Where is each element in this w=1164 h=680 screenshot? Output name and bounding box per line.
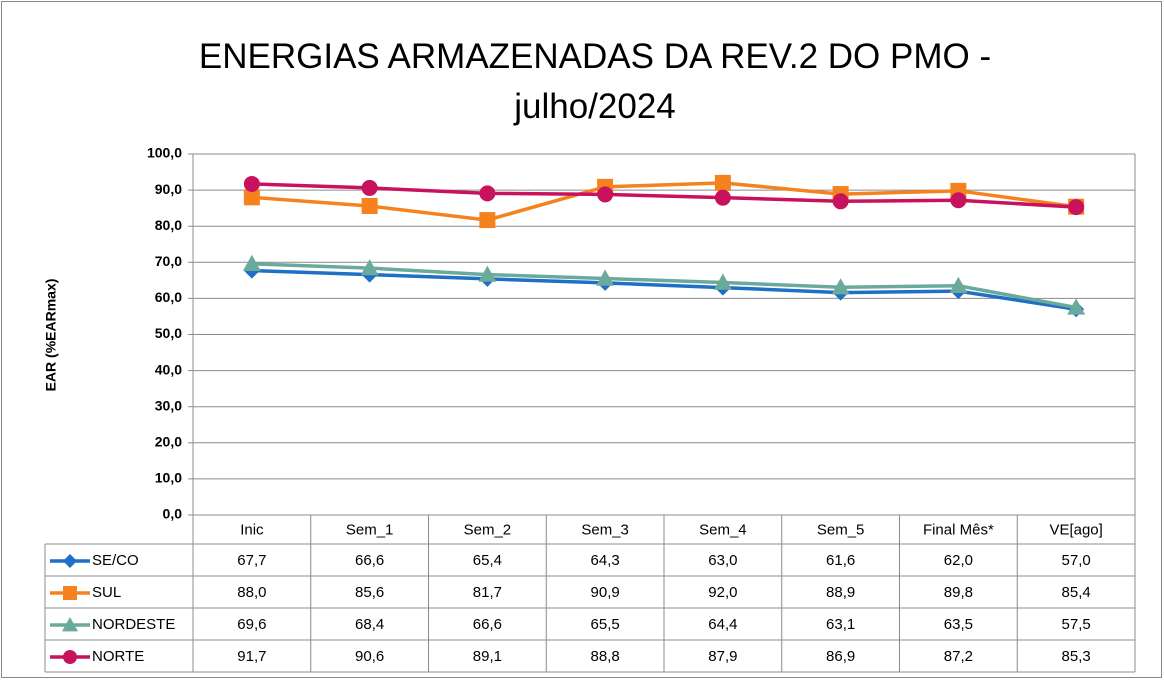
point [1068,199,1085,216]
point [596,269,615,286]
table-value: 67,7 [237,552,266,569]
point [479,212,496,229]
table-value: 87,2 [944,648,973,665]
point [243,175,260,192]
y-tick-label: 100,0 [147,145,182,161]
y-tick-label: 20,0 [155,434,182,450]
point [831,278,850,295]
table-value: 64,3 [591,552,620,569]
legend-label: SE/CO [92,552,139,569]
y-tick-label: 30,0 [155,397,182,413]
series-line [251,261,1077,310]
y-tick-label: 10,0 [155,470,182,486]
point [950,192,967,209]
table-value: 87,9 [708,648,737,665]
table-value: 85,6 [355,584,384,601]
table-value: 62,0 [944,552,973,569]
table-value: 64,4 [708,616,737,633]
table-value: 63,5 [944,616,973,633]
legend-label: NORDESTE [92,616,175,633]
table-value: 88,0 [237,584,266,601]
table-value: 57,5 [1062,616,1091,633]
table-value: 92,0 [708,584,737,601]
y-tick-label: 0,0 [163,506,183,522]
series-line [251,268,1077,311]
table-value: 57,0 [1062,552,1091,569]
point [714,189,731,206]
point [714,174,731,191]
legend-marker [63,554,77,568]
table-value: 65,5 [591,616,620,633]
legend-label: NORTE [92,648,144,665]
point [360,259,379,276]
point [713,273,732,290]
x-tick-label: Sem_5 [817,521,865,538]
table-value: 63,0 [708,552,737,569]
point [1067,298,1086,315]
table-value: 66,6 [355,552,384,569]
table-value: 81,7 [473,584,502,601]
table-value: 88,8 [591,648,620,665]
point [832,193,849,210]
point [243,189,260,206]
x-tick-label: VE[ago] [1049,521,1102,538]
x-tick-label: Sem_4 [699,521,747,538]
table-value: 63,1 [826,616,855,633]
y-tick-label: 60,0 [155,289,182,305]
y-tick-label: 80,0 [155,217,182,233]
table-value: 68,4 [355,616,384,633]
y-tick-label: 40,0 [155,361,182,377]
table-value: 89,1 [473,648,502,665]
table-value: 89,8 [944,584,973,601]
point [242,254,261,271]
y-axis-label: EAR (%EARmax) [43,279,59,392]
legend-marker [62,617,78,632]
y-tick-label: 90,0 [155,181,182,197]
point [361,197,378,214]
legend-label: SUL [92,584,121,601]
y-tick-label: 70,0 [155,253,182,269]
x-tick-label: Sem_3 [581,521,629,538]
point [597,186,614,203]
series-line [251,182,1077,209]
series-line [251,181,1077,222]
point [361,179,378,196]
table-value: 91,7 [237,648,266,665]
table-value: 85,3 [1062,648,1091,665]
legend-marker [63,650,77,664]
table-value: 90,9 [591,584,620,601]
x-tick-label: Sem_1 [346,521,394,538]
table-value: 88,9 [826,584,855,601]
table-value: 66,6 [473,616,502,633]
chart-title: ENERGIAS ARMAZENADAS DA REV.2 DO PMO - j… [198,37,992,126]
x-tick-label: Sem_2 [464,521,512,538]
y-tick-label: 50,0 [155,325,182,341]
table-value: 90,6 [355,648,384,665]
legend-marker [63,586,77,600]
table-value: 86,9 [826,648,855,665]
table-value: 69,6 [237,616,266,633]
table-value: 65,4 [473,552,502,569]
x-tick-label: Inic [240,521,264,538]
point [478,265,497,282]
point [479,185,496,202]
table-value: 85,4 [1062,584,1091,601]
x-tick-label: Final Mês* [923,521,994,538]
point [949,276,968,293]
table-value: 61,6 [826,552,855,569]
